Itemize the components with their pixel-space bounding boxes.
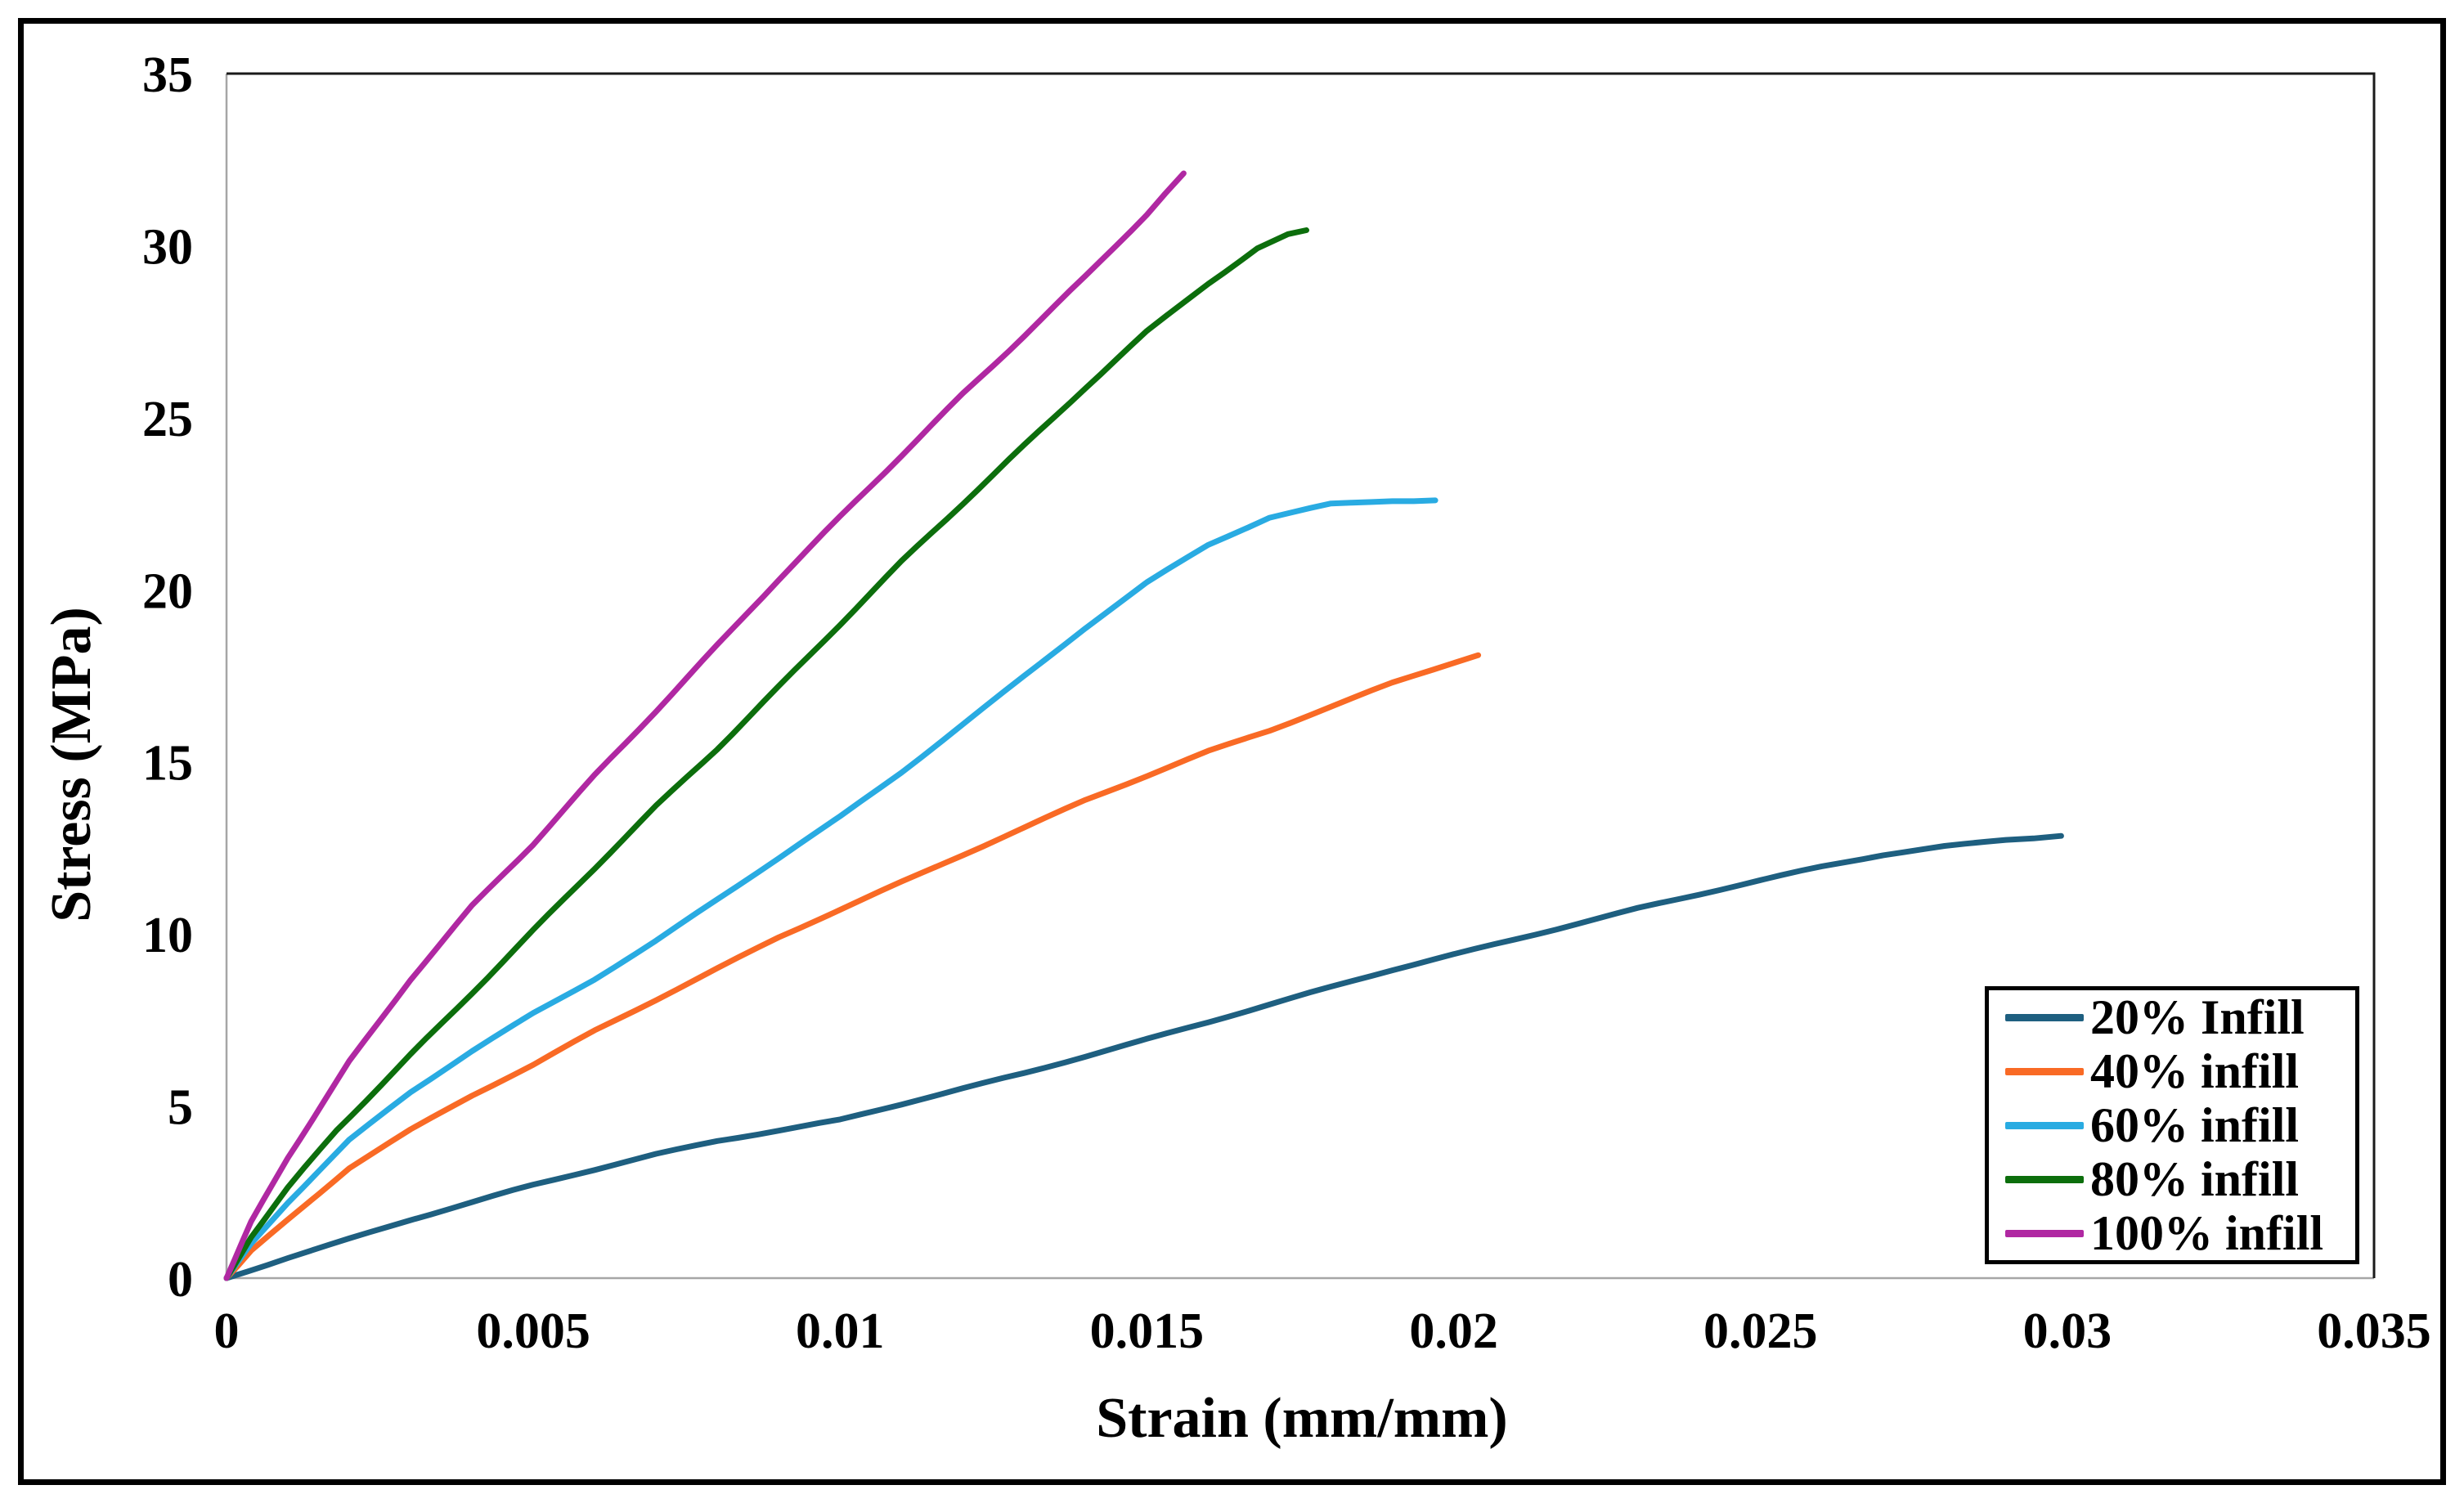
series-line-60-infill	[223, 497, 1438, 1281]
legend-label: 20% Infill	[2090, 990, 2305, 1044]
x-tick-label: 0	[214, 1303, 240, 1359]
legend-row: 20% Infill	[1989, 990, 2355, 1044]
y-axis-title: Stress (MPa)	[40, 607, 103, 922]
legend-line-swatch	[2005, 1175, 2084, 1183]
legend-label: 60% infill	[2090, 1098, 2300, 1152]
y-tick-label: 35	[142, 47, 193, 103]
y-tick-label: 0	[168, 1252, 193, 1308]
y-tick-label: 15	[142, 736, 193, 792]
x-tick-label: 0.015	[1090, 1303, 1205, 1359]
y-tick-label: 25	[142, 392, 193, 447]
y-tick-label: 20	[142, 563, 193, 619]
tick-labels: 0 0.005 0.01 0.015 0.02 0.025 0.03 0.035 0 5 10 15 2…	[142, 47, 2431, 1359]
y-tick-label: 10	[142, 908, 193, 963]
x-tick-label: 0.02	[1409, 1303, 1498, 1359]
legend-row: 40% infill	[1989, 1044, 2355, 1098]
legend-box: 20% Infill 40% infill 60% infill 80% infill…	[1985, 986, 2359, 1264]
x-tick-label: 0.005	[476, 1303, 590, 1359]
plot-border	[227, 72, 2376, 1278]
plot-area	[223, 72, 2376, 1281]
series-line-40-infill	[223, 652, 1482, 1281]
legend-line-swatch	[2005, 1067, 2084, 1075]
legend-row: 100% infill	[1989, 1206, 2355, 1260]
legend-label: 40% infill	[2090, 1044, 2300, 1098]
figure-border	[18, 18, 2446, 1485]
legend-row: 60% infill	[1989, 1098, 2355, 1152]
legend-line-swatch	[2005, 1121, 2084, 1129]
series-line-20-infill	[223, 832, 2064, 1281]
x-tick-label: 0.03	[2023, 1303, 2112, 1359]
legend-line-swatch	[2005, 1229, 2084, 1237]
legend-row: 80% infill	[1989, 1152, 2355, 1206]
series-line-100-infill	[223, 170, 1187, 1281]
x-tick-label: 0.025	[1703, 1303, 1818, 1359]
x-tick-label: 0.035	[2317, 1303, 2431, 1359]
x-axis-title: Strain (mm/mm)	[1096, 1387, 1508, 1450]
x-tick-label: 0.01	[796, 1303, 885, 1359]
legend-line-swatch	[2005, 1013, 2084, 1021]
y-tick-label: 30	[142, 219, 193, 275]
y-tick-label: 5	[168, 1080, 193, 1136]
series-line-80-infill	[223, 227, 1309, 1281]
legend-label: 100% infill	[2090, 1206, 2324, 1260]
legend-label: 80% infill	[2090, 1152, 2300, 1206]
